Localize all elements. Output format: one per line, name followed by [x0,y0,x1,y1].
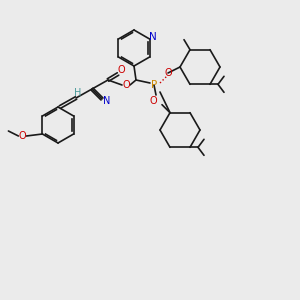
Text: P: P [151,80,157,90]
Text: O: O [164,68,172,78]
Text: N: N [103,96,111,106]
Text: O: O [149,96,157,106]
Text: H: H [74,88,82,98]
Text: O: O [19,131,26,141]
Text: N: N [149,32,157,42]
Text: O: O [122,80,130,90]
Text: O: O [117,65,125,75]
